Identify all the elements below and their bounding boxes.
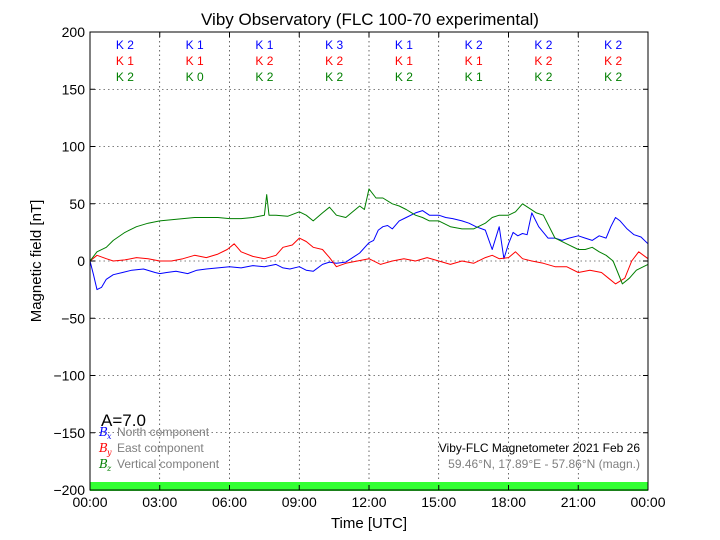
k-index-label: K 2 — [534, 38, 552, 52]
y-tick-label: −150 — [53, 425, 85, 441]
legend-subscript: y — [106, 448, 112, 457]
y-tick-label: 100 — [62, 139, 86, 155]
y-tick-label: 0 — [77, 253, 85, 269]
k-index-label: K 1 — [395, 54, 413, 68]
x-tick-label: 18:00 — [491, 494, 526, 510]
k-index-label: K 1 — [255, 38, 273, 52]
k-index-label: K 1 — [395, 38, 413, 52]
k-index-label: K 2 — [534, 54, 552, 68]
x-tick-label: 15:00 — [421, 494, 456, 510]
legend-subscript: x — [107, 432, 112, 441]
y-tick-label: −100 — [53, 368, 85, 384]
k-index-label: K 2 — [325, 54, 343, 68]
y-tick-label: 50 — [69, 196, 85, 212]
x-tick-label: 12:00 — [351, 494, 386, 510]
k-index-label: K 2 — [534, 70, 552, 84]
k-index-table: K 2 K 1 K 1 K 3 K 1 K 2 K 2 K 2 K 1 K 1 K 2 K 2 K 1 K… — [116, 38, 623, 84]
legend-symbol: B — [98, 441, 108, 455]
k-index-label: K 2 — [116, 70, 134, 84]
k-index-label: K 2 — [255, 54, 273, 68]
magnetometer-info: Viby-FLC Magnetometer 2021 Feb 26 — [439, 441, 641, 455]
k-index-label: K 3 — [325, 38, 343, 52]
y-tick-label: −50 — [61, 310, 85, 326]
legend-symbol: B — [98, 457, 108, 471]
k-index-label: K 2 — [116, 38, 134, 52]
k-index-label: K 2 — [604, 70, 622, 84]
k-index-label: K 1 — [186, 54, 204, 68]
x-tick-label: 00:00 — [72, 494, 107, 510]
chart-title: Viby Observatory (FLC 100-70 experimenta… — [201, 10, 539, 29]
series-layer — [89, 188, 649, 291]
y-tick-label: −200 — [53, 482, 85, 498]
legend-label: Vertical component — [117, 457, 220, 471]
a-index-label: A=7.0 — [101, 411, 146, 430]
x-tick-label: 09:00 — [282, 494, 317, 510]
k-index-label: K 2 — [604, 54, 622, 68]
y-axis-label: Magnetic field [nT] — [28, 200, 45, 323]
k-index-label: K 2 — [395, 70, 413, 84]
y-tick-label: 150 — [62, 81, 86, 97]
axis-ticks: 00:00 03:00 06:00 09:00 12:00 15:00 18:00 21:00… — [53, 24, 665, 510]
k-index-label: K 2 — [604, 38, 622, 52]
k-index-label: K 2 — [465, 38, 483, 52]
k-index-label: K 1 — [116, 54, 134, 68]
legend-label: East component — [117, 441, 204, 455]
x-axis-label: Time [UTC] — [331, 515, 407, 532]
k-index-label: K 1 — [186, 38, 204, 52]
k-index-label: K 2 — [325, 70, 343, 84]
x-tick-label: 03:00 — [142, 494, 177, 510]
k-index-label: K 1 — [465, 54, 483, 68]
x-tick-label: 00:00 — [630, 494, 665, 510]
series-line-east-component — [89, 237, 649, 285]
legend-symbol: B — [98, 425, 108, 439]
k-index-label: K 0 — [186, 70, 204, 84]
series-line-vertical-component — [89, 188, 649, 285]
coordinates-info: 59.46°N, 17.89°E - 57.86°N (magn.) — [448, 457, 640, 471]
x-tick-label: 21:00 — [561, 494, 596, 510]
legend-label: North component — [117, 425, 210, 439]
k-index-label: K 2 — [255, 70, 273, 84]
x-tick-label: 06:00 — [212, 494, 247, 510]
y-tick-label: 200 — [62, 24, 86, 40]
series-line-north-component — [89, 210, 649, 291]
k-index-label: K 1 — [465, 70, 483, 84]
legend-subscript: z — [106, 464, 112, 473]
